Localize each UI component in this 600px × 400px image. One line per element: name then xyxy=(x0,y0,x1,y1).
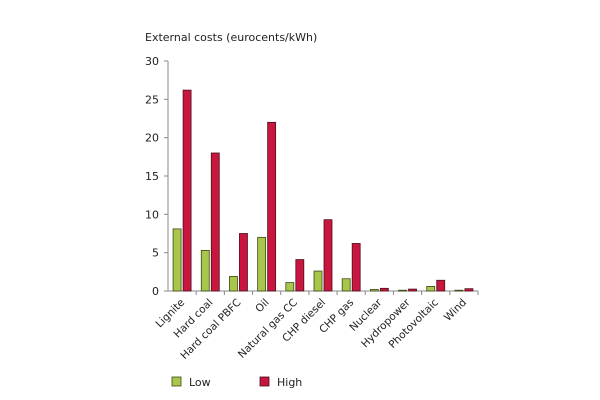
legend-swatch-low xyxy=(171,376,182,387)
bar-low xyxy=(341,278,351,292)
y-tick-label: 20 xyxy=(145,132,159,145)
bar-low xyxy=(398,289,407,292)
y-tick-label: 25 xyxy=(145,93,159,106)
legend-swatch-high xyxy=(259,376,270,387)
bar-low xyxy=(257,236,267,292)
bar-high xyxy=(182,89,192,292)
y-tick-label: 30 xyxy=(145,55,159,68)
category-label: Photovoltaic xyxy=(387,296,441,350)
bar-high xyxy=(379,287,389,292)
y-tick-label: 5 xyxy=(152,247,159,260)
bar-high xyxy=(436,279,446,292)
legend-label-high: High xyxy=(277,376,302,389)
legend: Low High xyxy=(171,376,302,389)
bar-low xyxy=(369,289,379,292)
category-label: Oil xyxy=(253,297,271,315)
y-tick-label: 15 xyxy=(145,170,159,183)
bar-high xyxy=(267,121,277,292)
bar-high xyxy=(323,219,333,292)
bar-high xyxy=(351,243,361,292)
legend-label-low: Low xyxy=(189,376,211,389)
bar-low xyxy=(285,282,295,292)
chart-title: External costs (eurocents/kWh) xyxy=(145,31,317,44)
bar-high xyxy=(408,288,417,292)
bar-low xyxy=(229,276,238,292)
bar-high xyxy=(295,259,305,292)
bar-low xyxy=(200,249,210,292)
y-tick-label: 10 xyxy=(145,208,159,221)
y-axis-ticks: 0 5 10 15 20 25 30 xyxy=(145,55,168,298)
y-tick-label: 0 xyxy=(152,285,159,298)
bar-low xyxy=(313,270,323,292)
bar-low xyxy=(426,285,436,292)
bar-high xyxy=(210,152,220,292)
bar-high xyxy=(464,288,474,292)
bars xyxy=(172,89,474,292)
bar-high xyxy=(239,233,248,292)
bar-low xyxy=(172,228,182,292)
bar-low xyxy=(454,289,464,292)
category-label: Wind xyxy=(442,297,469,324)
